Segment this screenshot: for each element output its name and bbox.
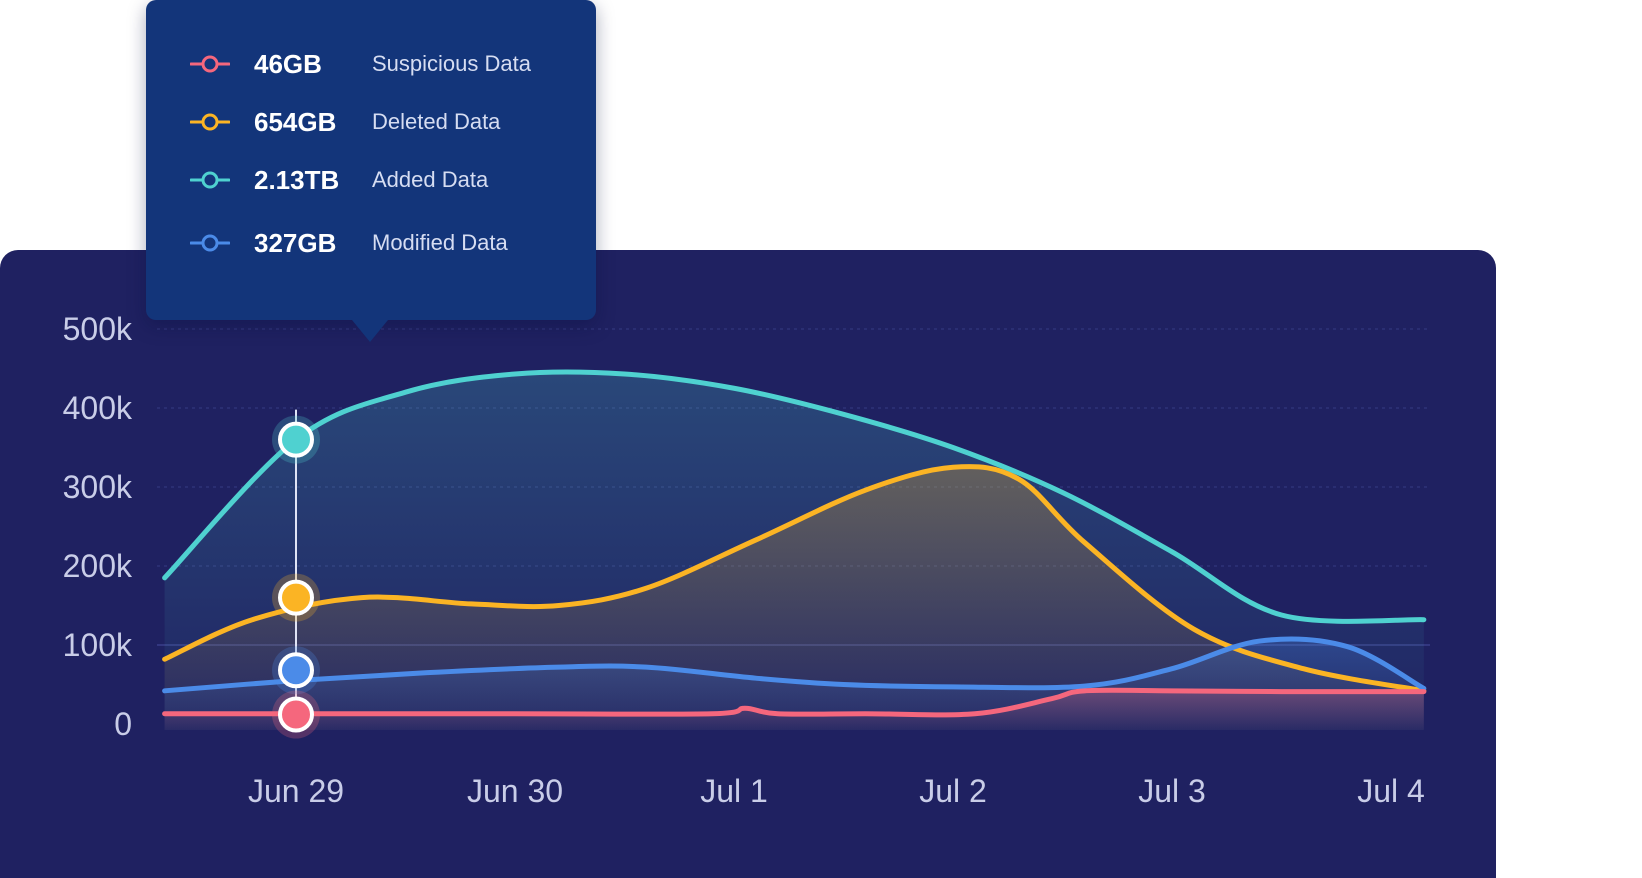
y-tick-label: 500k xyxy=(63,311,133,347)
tooltip-value: 327GB xyxy=(254,227,337,258)
chart-panel: 500k 400k 300k 200k 100k 0 Jun 29 Jun 30 Jul 1 Ju… xyxy=(0,250,1496,878)
tooltip-label: Added Data xyxy=(372,167,489,192)
tooltip-row-suspicious: 46GB Suspicious Data xyxy=(190,44,531,84)
tooltip-label: Modified Data xyxy=(372,230,508,255)
tooltip-value: 46GB xyxy=(254,48,322,79)
tooltip-value: 654GB xyxy=(254,106,337,137)
tooltip-row-deleted: 654GB Deleted Data xyxy=(190,102,500,142)
y-tick-label: 200k xyxy=(63,548,133,584)
hover-marker xyxy=(278,421,314,458)
series-area xyxy=(164,466,1424,730)
y-tick-label: 300k xyxy=(63,469,133,505)
series-line xyxy=(162,636,1427,694)
series-marker-icon xyxy=(190,113,230,131)
x-tick-label: Jul 1 xyxy=(700,773,768,809)
series-line xyxy=(162,687,1427,718)
tooltip-label: Suspicious Data xyxy=(372,51,531,76)
series-marker-icon xyxy=(190,234,230,252)
hover-marker xyxy=(278,696,314,733)
x-tick-label: Jun 29 xyxy=(248,773,344,809)
series-marker-icon xyxy=(190,171,230,189)
tooltip-pointer xyxy=(352,320,388,342)
tooltip-row-added: 2.13TB Added Data xyxy=(190,160,488,200)
series-area xyxy=(164,690,1424,730)
area-chart: 500k 400k 300k 200k 100k 0 Jun 29 Jun 30 Jul 1 Ju… xyxy=(63,311,1430,809)
x-tick-label: Jul 4 xyxy=(1357,773,1425,809)
tooltip-value: 2.13TB xyxy=(254,164,340,195)
tooltip-label: Deleted Data xyxy=(372,109,501,134)
y-tick-label: 400k xyxy=(63,390,133,426)
y-tick-label: 100k xyxy=(63,627,133,663)
series-marker-icon xyxy=(190,55,230,73)
x-tick-label: Jun 30 xyxy=(467,773,563,809)
x-tick-label: Jul 3 xyxy=(1138,773,1206,809)
hover-marker xyxy=(278,579,314,616)
series-line xyxy=(162,369,1427,624)
y-tick-label: 0 xyxy=(114,706,132,742)
tooltip-row-modified: 327GB Modified Data xyxy=(190,223,508,263)
series-line xyxy=(162,464,1427,694)
chart-tooltip: 46GB Suspicious Data 654GB Deleted Data … xyxy=(146,0,596,320)
x-tick-label: Jul 2 xyxy=(919,773,987,809)
hover-marker xyxy=(278,652,314,689)
